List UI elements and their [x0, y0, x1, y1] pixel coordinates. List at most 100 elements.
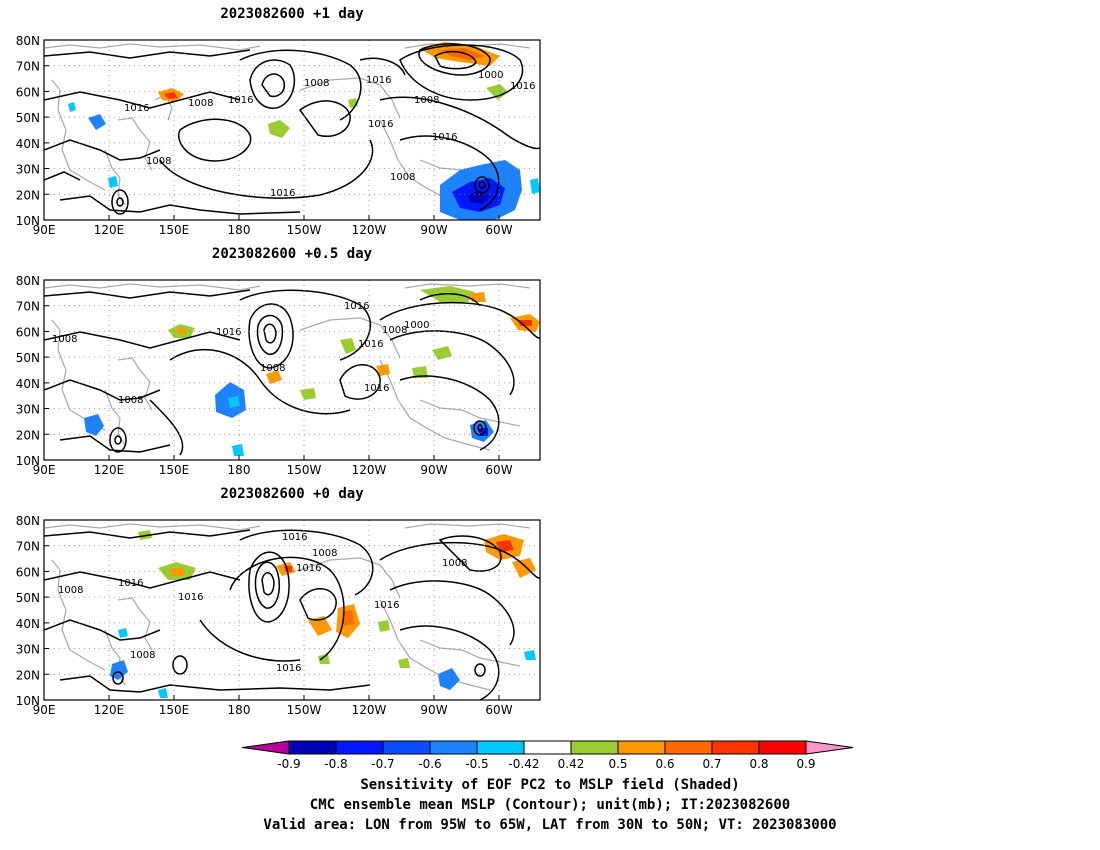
contour-label: 1008 — [442, 558, 467, 569]
lat-tick-label: 60N — [16, 565, 40, 579]
lon-tick-label: 120W — [352, 223, 387, 237]
lon-tick-label: 60W — [485, 463, 512, 477]
lat-tick-label: 60N — [16, 85, 40, 99]
colorbar-label: 0.7 — [702, 757, 721, 771]
lat-tick-label: 30N — [16, 643, 40, 657]
contour-label: 1016 — [270, 188, 295, 199]
contour-label: 1016 — [228, 95, 253, 106]
colorbar-label: -0.6 — [418, 757, 441, 771]
contour-label: 1016 — [178, 592, 203, 603]
colorbar-label: 0.8 — [749, 757, 768, 771]
map-panel-1: 1016 1008 1016 1008 1016 1016 1008 1000 … — [43, 39, 541, 221]
panel-1-title: 2023082600 +1 day — [220, 6, 364, 22]
lat-tick-label: 40N — [16, 137, 40, 151]
lon-tick-label: 90W — [420, 223, 447, 237]
lon-tick-label: 90W — [420, 703, 447, 717]
lat-tick-label: 60N — [16, 325, 40, 339]
colorbar-swatch — [382, 740, 431, 755]
contour-label: 1016 — [282, 532, 307, 543]
colorbar-left-cap — [241, 740, 290, 755]
contour-label: 1016 — [364, 383, 389, 394]
lon-tick-label: 150W — [287, 463, 322, 477]
contour-label: 1008 — [260, 363, 285, 374]
colorbar-swatch — [429, 740, 478, 755]
contour-label: 1008 — [304, 78, 329, 89]
contour-label: 1008 — [414, 95, 439, 106]
map-panel-3: 1016 1008 1016 1008 1016 1016 1008 1016 … — [43, 519, 541, 701]
colorbar-swatch — [288, 740, 337, 755]
contour-label: 1008 — [118, 395, 143, 406]
contour-label: 1016 — [296, 563, 321, 574]
lon-tick-label: 150W — [287, 223, 322, 237]
lon-tick-label: 120E — [94, 223, 125, 237]
panel-2-title: 2023082600 +0.5 day — [211, 246, 373, 262]
colorbar-label: -0.8 — [324, 757, 347, 771]
lat-tick-label: 70N — [16, 540, 40, 554]
colorbar: -0.9 -0.8 -0.7 -0.6 -0.5 -0.42 0.42 0.5 0.6 0.7 0.… — [241, 740, 854, 771]
contour-label: 1016 — [344, 301, 369, 312]
lon-tick-label: 180 — [228, 223, 251, 237]
lon-tick-label: 120W — [352, 463, 387, 477]
lat-tick-label: 20N — [16, 668, 40, 682]
colorbar-swatch — [476, 740, 525, 755]
contour-label: 1016 — [118, 578, 143, 589]
lon-tick-label: 90E — [33, 463, 56, 477]
lat-tick-label: 20N — [16, 428, 40, 442]
lon-tick-label: 90E — [33, 223, 56, 237]
lat-tick-label: 70N — [16, 60, 40, 74]
lat-tick-label: 80N — [16, 34, 40, 48]
lat-tick-label: 80N — [16, 514, 40, 528]
colorbar-label: 0.9 — [796, 757, 815, 771]
map-panel-2: 1008 1016 1016 1008 1000 1008 1016 1016 … — [43, 279, 541, 461]
lat-tick-label: 80N — [16, 274, 40, 288]
colorbar-right-cap — [805, 740, 854, 755]
lat-tick-label: 30N — [16, 403, 40, 417]
lat-tick-label: 70N — [16, 300, 40, 314]
lon-tick-label: 120E — [94, 463, 125, 477]
colorbar-label: -0.5 — [465, 757, 488, 771]
lon-tick-label: 120W — [352, 703, 387, 717]
lat-tick-label: 50N — [16, 351, 40, 365]
colorbar-swatch — [570, 740, 619, 755]
lat-tick-label: 10N — [16, 694, 40, 708]
contour-label: 1016 — [432, 132, 457, 143]
contour-label: 1008 — [52, 334, 77, 345]
contour-label: 1008 — [146, 156, 171, 167]
lat-tick-label: 40N — [16, 377, 40, 391]
lon-tick-label: 180 — [228, 703, 251, 717]
contour-label: 1008 — [312, 548, 337, 559]
lon-tick-label: 150E — [159, 703, 190, 717]
caption-line-3: Valid area: LON from 95W to 65W, LAT fro… — [263, 817, 837, 833]
lat-tick-label: 30N — [16, 163, 40, 177]
colorbar-label: -0.9 — [277, 757, 300, 771]
contour-label: 1008 — [390, 172, 415, 183]
colorbar-label: -0.42 — [508, 757, 539, 771]
lon-tick-label: 180 — [228, 463, 251, 477]
colorbar-swatch — [335, 740, 384, 755]
lon-tick-label: 150E — [159, 223, 190, 237]
lat-tick-label: 50N — [16, 591, 40, 605]
contour-label: 1016 — [358, 339, 383, 350]
contour-label: 1000 — [478, 70, 503, 81]
contour-label: 1008 — [188, 98, 213, 109]
colorbar-swatch — [664, 740, 713, 755]
colorbar-swatch — [617, 740, 666, 755]
lat-tick-label: 50N — [16, 111, 40, 125]
contour-label: 1016 — [216, 327, 241, 338]
lon-tick-label: 150E — [159, 463, 190, 477]
contour-label: 1016 — [374, 600, 399, 611]
lon-tick-label: 120E — [94, 703, 125, 717]
colorbar-label: 0.6 — [655, 757, 674, 771]
lat-tick-label: 10N — [16, 454, 40, 468]
contour-label: 1008 — [130, 650, 155, 661]
lon-tick-label: 60W — [485, 703, 512, 717]
colorbar-swatch — [711, 740, 760, 755]
contour-label: 1016 — [366, 75, 391, 86]
colorbar-label: -0.7 — [371, 757, 394, 771]
contour-label: 1016 — [124, 103, 149, 114]
lat-tick-label: 20N — [16, 188, 40, 202]
contour-labels: 1016 1008 1016 1008 1016 1016 1008 1000 … — [124, 70, 535, 199]
panel-3-title: 2023082600 +0 day — [220, 486, 364, 502]
